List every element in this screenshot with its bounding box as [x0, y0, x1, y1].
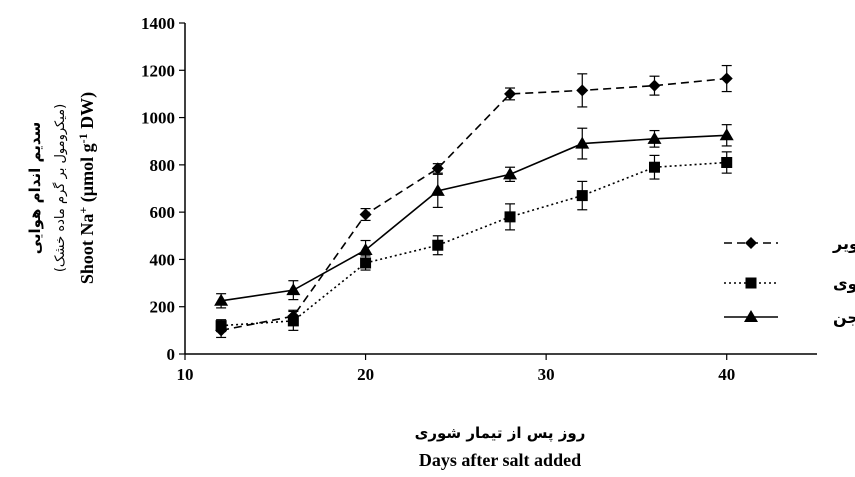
data-point-square: [576, 190, 588, 202]
y-tick-label: 600: [150, 203, 176, 222]
data-point-triangle: [575, 136, 590, 149]
legend-marker-diamond: [745, 237, 757, 249]
legend-item-3: تجن: [724, 308, 855, 327]
y-tick-label: 1400: [141, 14, 175, 33]
legend-item-2: مهدوی: [724, 274, 855, 293]
data-point-square: [287, 315, 299, 327]
x-axis-title-english: Days after salt added: [419, 450, 581, 470]
y-axis-title-persian: سدیم اندام هوایی: [26, 122, 44, 255]
legend: کویر مهدوی تجن: [724, 234, 855, 327]
data-point-square: [648, 161, 660, 173]
data-point-diamond: [720, 72, 733, 85]
legend-label: مهدوی: [833, 274, 855, 293]
data-point-triangle: [430, 183, 445, 196]
y-tick-label: 1000: [141, 109, 175, 128]
data-point-square: [504, 211, 516, 223]
data-point-diamond: [504, 87, 517, 100]
legend-marker-triangle: [744, 310, 758, 322]
x-tick-label: 20: [357, 365, 374, 384]
series-line: [220, 134, 727, 302]
data-point-triangle: [719, 128, 734, 141]
legend-marker-square: [745, 277, 757, 289]
data-point-diamond: [648, 79, 661, 92]
x-tick-label: 40: [718, 365, 735, 384]
data-point-square: [432, 239, 444, 251]
y-tick-label: 800: [150, 156, 176, 175]
legend-label: تجن: [833, 308, 855, 327]
legend-label: کویر: [832, 234, 855, 253]
x-axis-title-persian: روز پس از تیمار شوری: [415, 424, 586, 443]
y-axis-title-persian-unit: (میکرومول بر گرم ماده خشک): [52, 104, 68, 272]
axes: 0 200 400 600 800 1000 1200 1400 10 20 30 40: [141, 14, 817, 384]
series-3: [214, 124, 734, 309]
x-tick-label: 30: [538, 365, 555, 384]
y-axis-title: سدیم اندام هوایی (میکرومول بر گرم ماده خ…: [26, 92, 98, 284]
data-point-square: [215, 320, 227, 332]
data-point-triangle: [286, 283, 301, 296]
data-point-triangle: [503, 167, 518, 180]
y-tick-label: 1200: [141, 61, 175, 80]
data-point-square: [721, 156, 733, 168]
series-line: [220, 77, 727, 332]
data-point-diamond: [359, 208, 372, 221]
x-tick-label: 10: [177, 365, 194, 384]
data-point-triangle: [358, 242, 373, 255]
series-2: [215, 151, 733, 333]
series-layer: [214, 64, 734, 339]
y-axis-title-english: Shoot Na+ (µmol g-1 DW): [76, 92, 98, 284]
series-line: [221, 161, 727, 327]
y-tick-label: 200: [150, 298, 176, 317]
y-tick-label: 0: [167, 345, 176, 364]
data-point-triangle: [647, 131, 662, 144]
legend-item-1: کویر: [724, 234, 855, 253]
y-tick-label: 400: [150, 250, 176, 269]
data-point-triangle: [214, 293, 229, 306]
data-point-square: [360, 257, 372, 269]
data-point-diamond: [576, 84, 589, 97]
data-point-diamond: [431, 162, 444, 175]
